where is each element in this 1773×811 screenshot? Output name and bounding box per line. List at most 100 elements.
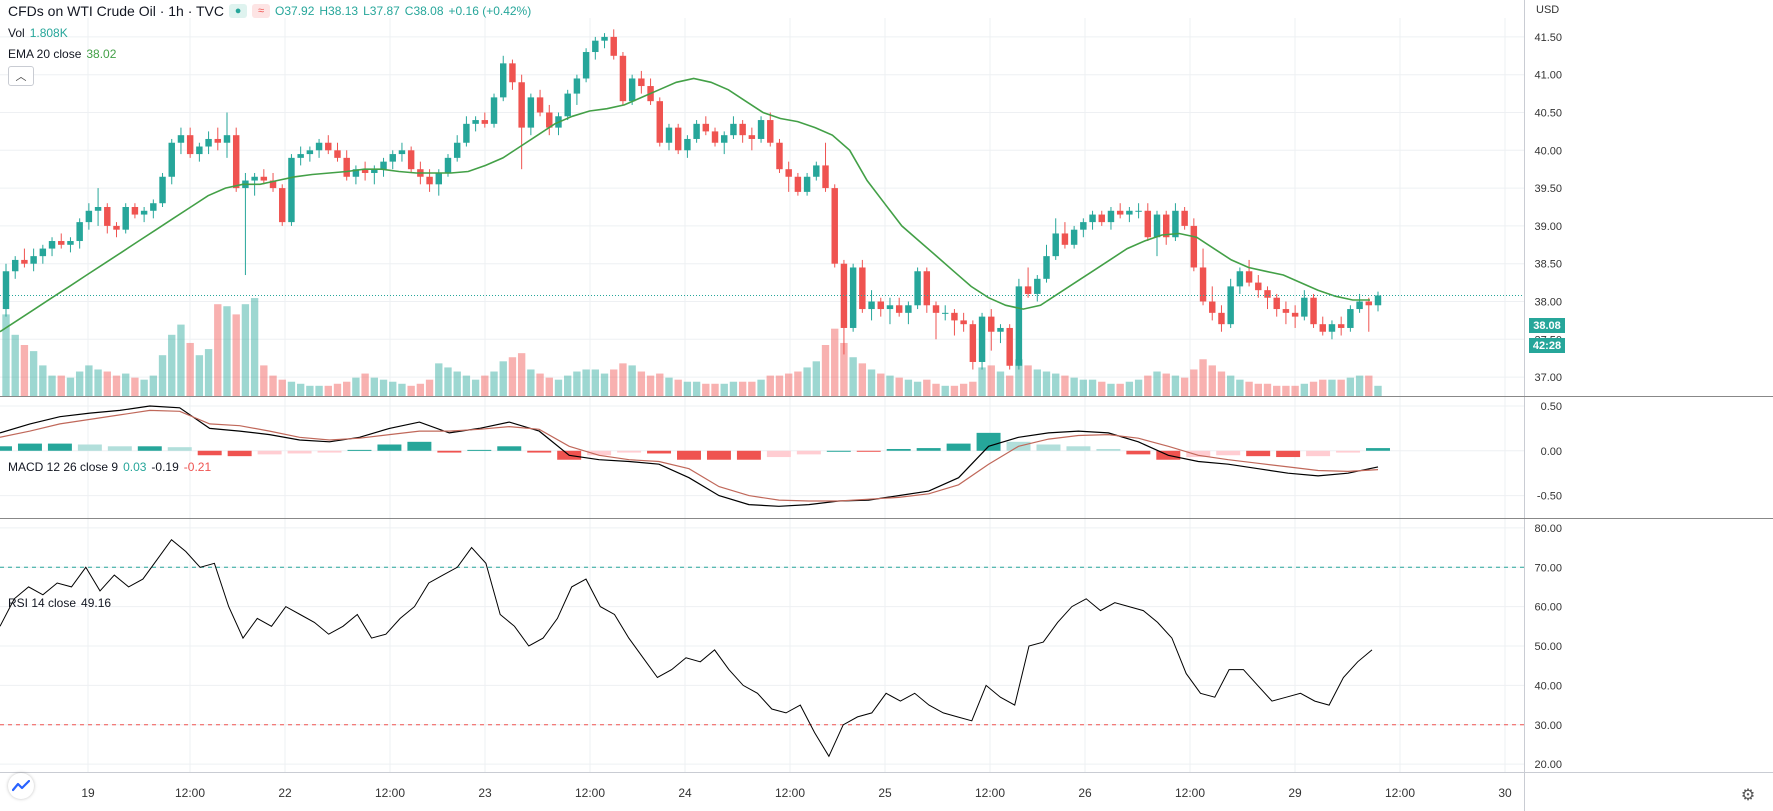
volume-bar: [812, 361, 820, 396]
time-tick-label: 26: [1078, 786, 1092, 800]
macd-histogram-bar: [856, 450, 881, 452]
candle-body: [389, 154, 396, 162]
candle: [1116, 203, 1124, 219]
symbol-title[interactable]: CFDs on WTI Crude Oil · 1h · TVC: [8, 3, 225, 19]
ema-legend[interactable]: EMA 20 close 38.02: [8, 47, 121, 61]
candle-body: [1052, 233, 1059, 257]
volume-bar: [656, 373, 664, 396]
volume-bar: [296, 383, 305, 396]
candle: [711, 127, 719, 147]
volume-bar: [306, 385, 314, 396]
volume-bar: [757, 379, 765, 396]
candle-body: [1291, 312, 1299, 317]
macd-signal-line: [0, 409, 1379, 502]
candle: [628, 74, 636, 105]
candle: [260, 169, 268, 185]
candle: [1015, 278, 1023, 370]
volume-bar: [131, 377, 139, 396]
candle-body: [794, 176, 802, 192]
volume-bar: [195, 355, 204, 396]
candle: [638, 70, 645, 94]
candle-body: [2, 271, 10, 310]
volume-bar: [1282, 385, 1290, 396]
candle-body: [288, 157, 295, 223]
candle-body: [693, 123, 700, 139]
candle: [905, 301, 912, 325]
macd-legend[interactable]: MACD 12 26 close 9 0.03 -0.19 -0.21: [8, 460, 216, 474]
candle: [997, 324, 1004, 344]
volume-bar: [1052, 373, 1060, 396]
time-tick-label: 12:00: [1175, 786, 1205, 800]
candle-body: [831, 188, 838, 264]
volume-bar: [978, 367, 986, 396]
candle: [674, 123, 682, 155]
rsi-legend[interactable]: RSI 14 close 49.16: [8, 596, 116, 610]
volume-bar: [407, 385, 415, 396]
candle: [1107, 207, 1115, 230]
candle: [389, 150, 396, 170]
candle: [500, 55, 507, 102]
candle: [601, 33, 608, 49]
candle: [1365, 297, 1373, 332]
ema-line: [0, 77, 1370, 333]
ohlc-high: H38.13: [319, 4, 359, 18]
candle-body: [1301, 297, 1308, 317]
macd-tick-label: -0.50: [1537, 491, 1562, 503]
candle: [619, 52, 627, 105]
candle-body: [1006, 327, 1013, 366]
collapse-legend-button[interactable]: ︿: [8, 66, 34, 86]
volume-bar: [1254, 383, 1262, 396]
candle: [1273, 293, 1280, 317]
currency-label[interactable]: USD: [1536, 4, 1560, 16]
candle: [748, 127, 756, 151]
candle: [150, 199, 157, 219]
candle: [1043, 244, 1050, 283]
candle: [684, 135, 691, 158]
time-tick-label: 12:00: [975, 786, 1005, 800]
candle: [895, 297, 903, 317]
candle-body: [1116, 210, 1124, 215]
volume-bar: [545, 377, 553, 396]
candle: [932, 301, 940, 340]
candle-body: [960, 320, 967, 325]
candle: [840, 259, 848, 355]
tradingview-logo-icon[interactable]: [8, 773, 34, 799]
candle: [1144, 203, 1152, 242]
ema-label: EMA 20 close: [8, 47, 82, 61]
volume-bar: [324, 385, 332, 396]
candle: [822, 142, 829, 192]
macd-histogram-bar: [0, 446, 12, 451]
volume-bar: [1171, 375, 1180, 396]
candle-body: [610, 36, 617, 56]
candle-body: [1245, 271, 1253, 283]
candle: [1264, 286, 1271, 310]
candle-body: [85, 210, 93, 223]
rsi-tick-label: 60.00: [1534, 602, 1562, 614]
macd-histogram-bar: [287, 450, 312, 454]
candle: [564, 89, 571, 121]
candle-body: [150, 203, 157, 211]
candle: [1218, 305, 1225, 332]
candle-body: [444, 157, 452, 173]
volume-bar: [269, 375, 277, 396]
candle-body: [1310, 297, 1317, 325]
volume-bar: [1300, 383, 1309, 396]
candle: [269, 172, 277, 192]
volume-legend[interactable]: Vol 1.808K: [8, 26, 73, 40]
candle: [1227, 278, 1234, 328]
candle-body: [223, 135, 231, 143]
volume-bar: [204, 349, 213, 396]
volume-bar: [564, 375, 572, 396]
candle: [343, 150, 350, 181]
candle: [767, 112, 774, 147]
candle-body: [969, 324, 977, 362]
candle-body: [1199, 267, 1207, 302]
volume-bar: [1236, 379, 1244, 396]
time-tick-label: 24: [678, 786, 692, 800]
volume-bar: [628, 365, 636, 396]
candle-body: [232, 135, 240, 189]
rsi-tick-label: 30.00: [1534, 720, 1562, 732]
candle-body: [895, 305, 903, 313]
gear-icon[interactable]: ⚙: [1740, 787, 1756, 804]
